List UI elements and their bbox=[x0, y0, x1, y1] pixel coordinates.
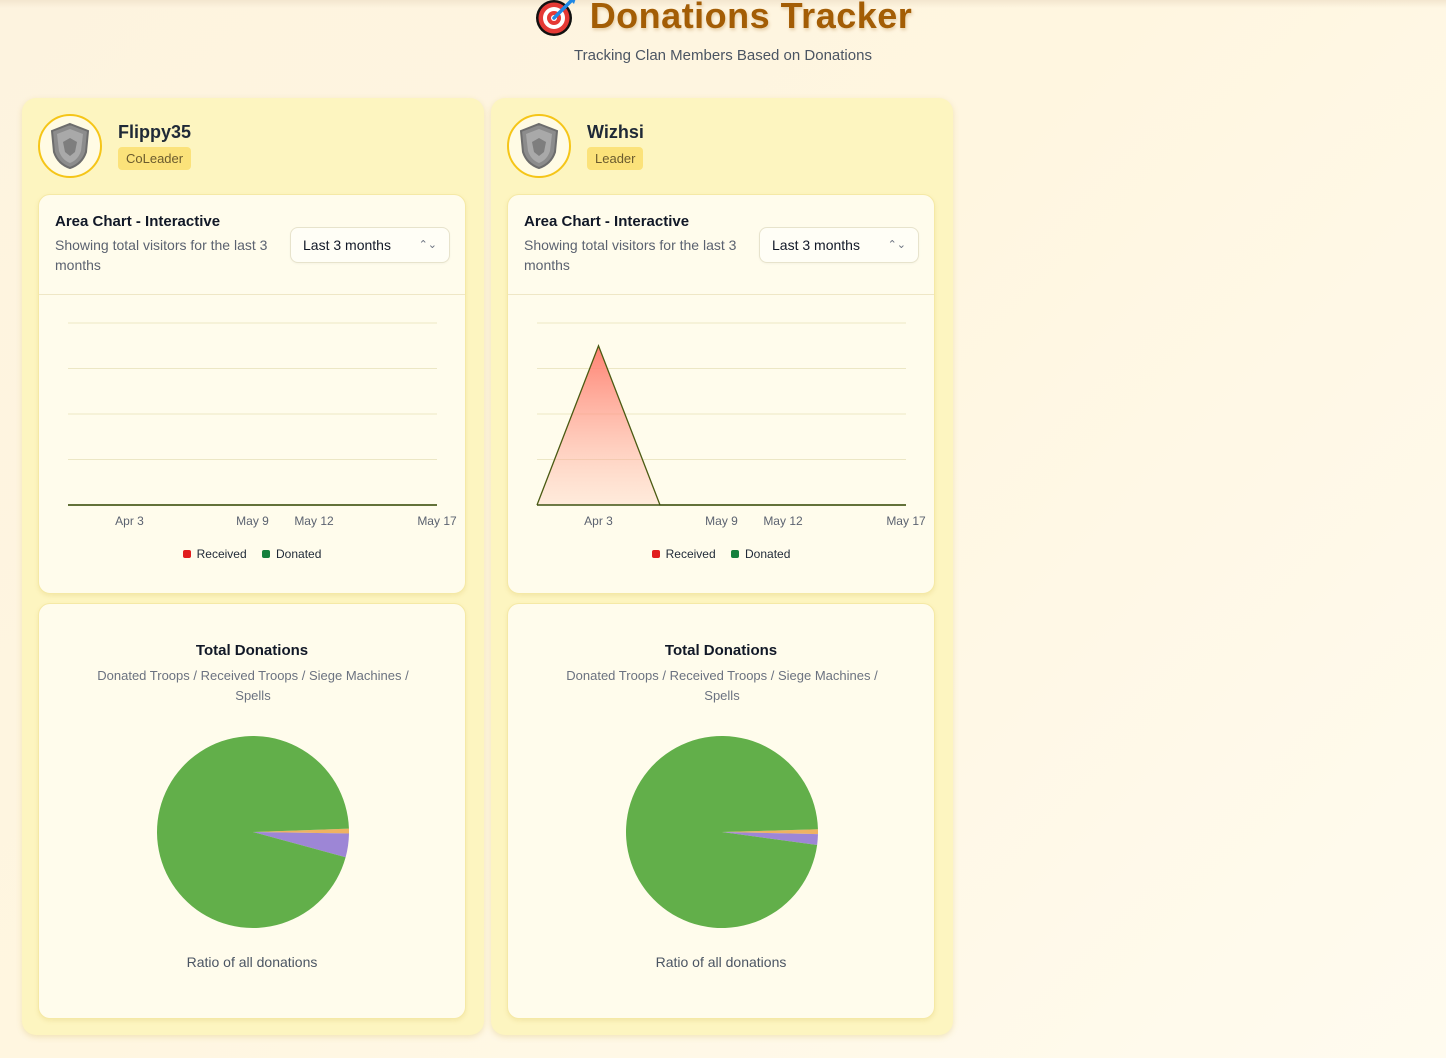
league-shield-icon bbox=[50, 122, 90, 170]
legend-swatch-donated bbox=[731, 550, 739, 558]
legend-label: Received bbox=[665, 547, 716, 561]
received-area bbox=[537, 345, 906, 505]
league-shield-icon bbox=[519, 122, 559, 170]
page-subtitle: Tracking Clan Members Based on Donations bbox=[574, 47, 872, 64]
x-tick-label: Apr 3 bbox=[115, 514, 144, 528]
area-chart-description: Showing total visitors for the last 3 mo… bbox=[55, 237, 268, 273]
chevron-up-down-icon: ⌃⌄ bbox=[887, 238, 906, 251]
area-chart-title: Area Chart - Interactive bbox=[55, 213, 221, 230]
pie-chart-description: Donated Troops / Received Troops / Siege… bbox=[566, 668, 878, 703]
pie-slice-spells bbox=[722, 832, 818, 845]
member-card: Wizhsi Leader Area Chart - Interactive S… bbox=[491, 98, 953, 1035]
page-header: Donations Tracker Tracking Clan Members … bbox=[0, 0, 1446, 64]
role-badge: Leader bbox=[587, 147, 644, 170]
x-tick-label: Apr 3 bbox=[584, 514, 613, 528]
pie-chart-footer: Ratio of all donations bbox=[186, 954, 318, 970]
area-chart-title: Area Chart - Interactive bbox=[524, 213, 690, 230]
avatar bbox=[38, 114, 102, 178]
pie-slice-siege-machines bbox=[722, 829, 818, 835]
range-select[interactable]: Last 3 months ⌃⌄ bbox=[290, 227, 450, 263]
x-tick-label: May 12 bbox=[763, 514, 803, 528]
area-chart-header: Area Chart - Interactive Showing total v… bbox=[508, 195, 934, 295]
pie-chart-card: Total Donations Donated Troops / Receive… bbox=[38, 603, 466, 1019]
area-chart-plot: Apr 3 May 9 May 12 May 17 bbox=[68, 322, 457, 528]
chart-legend: Received Donated bbox=[508, 547, 934, 561]
x-tick-label: May 9 bbox=[705, 514, 738, 528]
legend-label: Donated bbox=[745, 547, 791, 561]
pie-chart-title: Total Donations bbox=[195, 642, 309, 659]
role-badge: CoLeader bbox=[118, 147, 192, 170]
member-name: Wizhsi bbox=[587, 122, 644, 142]
area-chart-plot: Apr 3 May 9 May 12 May 17 bbox=[536, 322, 926, 528]
range-select[interactable]: Last 3 months ⌃⌄ bbox=[759, 227, 919, 263]
legend-label: Received bbox=[196, 547, 247, 561]
area-chart-card: Area Chart - Interactive Showing total v… bbox=[38, 194, 466, 594]
range-select-value: Last 3 months bbox=[772, 237, 860, 253]
x-tick-label: May 12 bbox=[294, 514, 334, 528]
pie-slice-donated-troops bbox=[626, 735, 818, 928]
member-header: Wizhsi Leader bbox=[507, 114, 644, 178]
pie-slice-spells bbox=[253, 832, 349, 858]
x-tick-label: May 17 bbox=[886, 514, 926, 528]
pie-slice-siege-machines bbox=[253, 828, 349, 834]
legend-swatch-received bbox=[651, 550, 660, 558]
member-info: Flippy35 CoLeader bbox=[118, 122, 192, 170]
legend-swatch-received bbox=[182, 550, 191, 558]
legend-item-donated[interactable]: Donated bbox=[262, 547, 321, 561]
page-title: Donations Tracker bbox=[589, 0, 913, 36]
legend-item-received[interactable]: Received bbox=[182, 547, 247, 561]
member-card: Flippy35 CoLeader Area Chart - Interacti… bbox=[22, 98, 484, 1035]
x-tick-label: May 9 bbox=[236, 514, 269, 528]
legend-item-donated[interactable]: Donated bbox=[731, 547, 790, 561]
member-header: Flippy35 CoLeader bbox=[38, 114, 192, 178]
title-row: Donations Tracker bbox=[534, 0, 913, 38]
area-chart-description: Showing total visitors for the last 3 mo… bbox=[524, 237, 737, 273]
avatar bbox=[507, 114, 571, 178]
area-chart-card: Area Chart - Interactive Showing total v… bbox=[507, 194, 935, 594]
chevron-up-down-icon: ⌃⌄ bbox=[418, 238, 437, 251]
pie-chart-plot bbox=[157, 736, 349, 928]
x-tick-label: May 17 bbox=[417, 514, 457, 528]
pie-slice-donated-troops bbox=[157, 736, 349, 928]
chart-legend: Received Donated bbox=[39, 547, 465, 561]
area-chart-header: Area Chart - Interactive Showing total v… bbox=[39, 195, 465, 295]
range-select-value: Last 3 months bbox=[303, 237, 391, 253]
legend-swatch-donated bbox=[262, 550, 270, 558]
pie-chart-card: Total Donations Donated Troops / Receive… bbox=[507, 603, 935, 1019]
member-info: Wizhsi Leader bbox=[587, 122, 644, 170]
legend-label: Donated bbox=[276, 547, 322, 561]
top-shadow bbox=[0, 0, 1446, 8]
target-dart-icon bbox=[535, 0, 576, 36]
pie-chart-footer: Ratio of all donations bbox=[655, 954, 787, 970]
member-name: Flippy35 bbox=[118, 122, 192, 142]
pie-chart-title: Total Donations bbox=[664, 642, 778, 659]
legend-item-received[interactable]: Received bbox=[651, 547, 716, 561]
pie-chart-plot bbox=[626, 735, 818, 928]
pie-chart-description: Donated Troops / Received Troops / Siege… bbox=[97, 668, 409, 703]
